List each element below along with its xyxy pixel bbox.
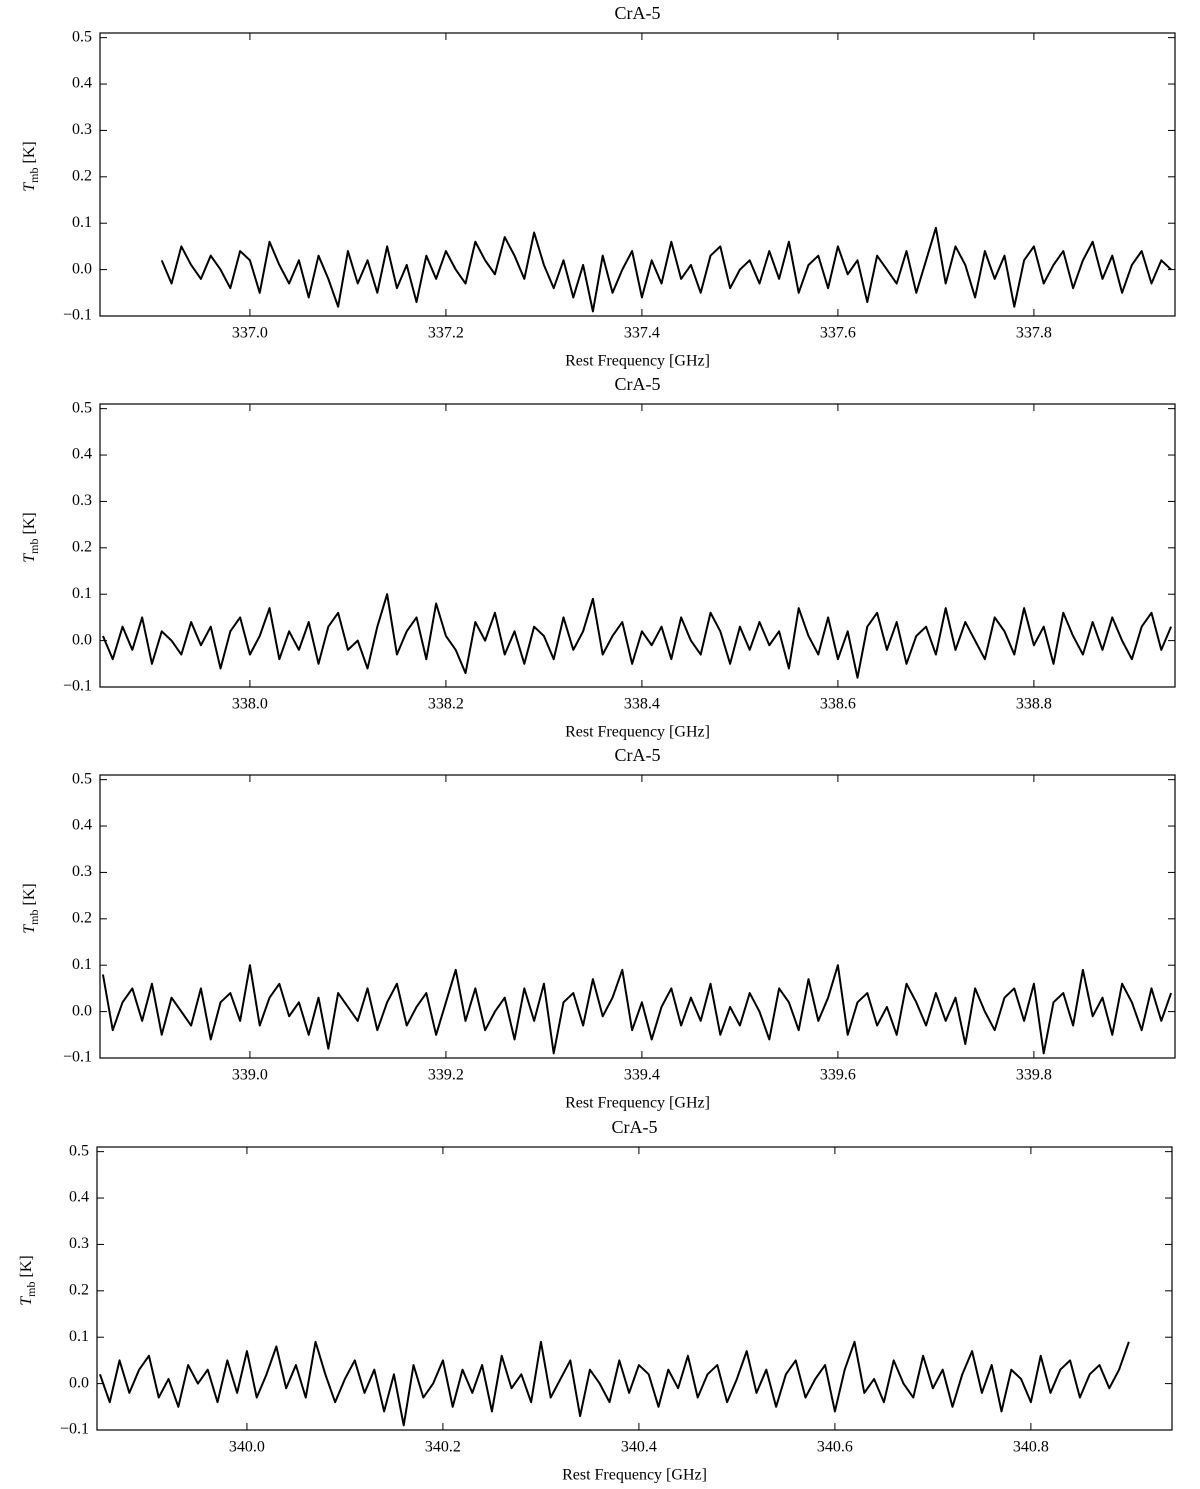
y-tick-label: 0.1 <box>69 1328 89 1345</box>
y-label-unit: [K] <box>21 141 38 163</box>
y-tick-label: 0.4 <box>69 1189 89 1206</box>
subplot: CrA-5 340.0 340.2 340.4 340.6 340.8 −0.1 0.0 0.1… <box>18 1117 1173 1484</box>
y-label-unit: [K] <box>18 1255 35 1277</box>
y-tick-label: 0.1 <box>72 956 92 973</box>
y-tick-label: 0.5 <box>69 1142 89 1159</box>
x-tick-label: 339.4 <box>624 1067 660 1084</box>
x-tick-label: 340.2 <box>425 1439 461 1456</box>
x-tick-label: 338.6 <box>820 696 856 713</box>
y-label-symbol: T <box>21 182 38 192</box>
y-tick-label: 0.2 <box>72 909 92 926</box>
spectrum-line <box>160 226 1172 313</box>
y-tick-label: 0.5 <box>72 28 92 45</box>
y-tick-label: 0.0 <box>72 631 92 648</box>
plot-area <box>160 226 1172 313</box>
y-label-symbol: T <box>18 1296 35 1306</box>
subplot-title: CrA-5 <box>615 745 661 765</box>
y-tick-label: 0.3 <box>69 1235 89 1252</box>
y-tick-label: 0.1 <box>72 214 92 231</box>
spectrum-line <box>102 593 1173 679</box>
y-axis-label: Tmb [K] <box>21 512 41 562</box>
x-tick-label: 338.2 <box>428 696 464 713</box>
x-tick-label: 340.0 <box>229 1439 265 1456</box>
subplot-title: CrA-5 <box>615 374 661 394</box>
y-tick-label: 0.1 <box>72 585 92 602</box>
x-axis-label: Rest Frequency [GHz] <box>565 353 710 370</box>
plot-area <box>98 1340 1130 1427</box>
x-tick-label: 340.8 <box>1013 1439 1049 1456</box>
subplot-title: CrA-5 <box>612 1117 658 1137</box>
y-tick-label: 0.0 <box>72 260 92 277</box>
y-tick-label: 0.3 <box>72 863 92 880</box>
x-tick-label: 340.6 <box>817 1439 853 1456</box>
x-tick-label: 338.0 <box>232 696 268 713</box>
spectrum-line <box>101 964 1173 1055</box>
x-tick-label: 337.2 <box>428 325 464 342</box>
x-tick-label: 337.6 <box>820 325 856 342</box>
plot-area <box>101 964 1173 1055</box>
axes-frame <box>99 403 1176 688</box>
x-tick-label: 340.4 <box>621 1439 657 1456</box>
y-tick-label: −0.1 <box>63 1049 92 1066</box>
x-tick-label: 338.8 <box>1016 696 1052 713</box>
y-label-unit: [K] <box>21 883 38 905</box>
x-tick-label: 339.0 <box>232 1067 268 1084</box>
y-tick-label: 0.4 <box>72 75 92 92</box>
y-label-subscript: mb <box>27 909 41 924</box>
spectrum-line <box>98 1340 1130 1427</box>
subplot-title: CrA-5 <box>615 3 661 23</box>
subplot: CrA-5 337.0 337.2 337.4 337.6 337.8 −0.1 0.0 0.1… <box>21 3 1176 370</box>
y-tick-label: 0.4 <box>72 817 92 834</box>
y-label-subscript: mb <box>27 538 41 553</box>
y-label-subscript: mb <box>24 1281 38 1296</box>
y-tick-label: 0.4 <box>72 446 92 463</box>
x-tick-label: 339.8 <box>1016 1067 1052 1084</box>
axes-frame <box>99 774 1176 1059</box>
y-tick-label: 0.2 <box>69 1281 89 1298</box>
x-tick-label: 338.4 <box>624 696 660 713</box>
y-axis-label: Tmb [K] <box>21 141 41 191</box>
y-label-subscript: mb <box>27 167 41 182</box>
y-label-symbol: T <box>21 924 38 934</box>
x-tick-label: 337.0 <box>232 325 268 342</box>
plot-area <box>102 593 1173 679</box>
axes-frame <box>99 32 1176 317</box>
y-tick-label: 0.3 <box>72 121 92 138</box>
y-tick-label: 0.5 <box>72 399 92 416</box>
y-tick-label: 0.0 <box>72 1002 92 1019</box>
y-label-unit: [K] <box>21 512 38 534</box>
x-tick-label: 339.6 <box>820 1067 856 1084</box>
x-tick-label: 339.2 <box>428 1067 464 1084</box>
axes-frame <box>96 1146 1173 1431</box>
y-tick-label: −0.1 <box>63 307 92 324</box>
x-axis-label: Rest Frequency [GHz] <box>565 724 710 741</box>
y-axis-label: Tmb [K] <box>18 1255 38 1305</box>
y-tick-label: 0.2 <box>72 538 92 555</box>
x-axis-label: Rest Frequency [GHz] <box>565 1095 710 1112</box>
x-tick-label: 337.8 <box>1016 325 1052 342</box>
x-tick-label: 337.4 <box>624 325 660 342</box>
y-axis-label: Tmb [K] <box>21 883 41 933</box>
y-tick-label: −0.1 <box>60 1421 89 1438</box>
y-tick-label: 0.3 <box>72 492 92 509</box>
subplot: CrA-5 338.0 338.2 338.4 338.6 338.8 −0.1 0.0 0.1… <box>21 374 1176 741</box>
y-tick-label: 0.2 <box>72 167 92 184</box>
y-tick-label: 0.0 <box>69 1374 89 1391</box>
y-tick-label: 0.5 <box>72 770 92 787</box>
y-label-symbol: T <box>21 553 38 563</box>
y-tick-label: −0.1 <box>63 678 92 695</box>
subplot: CrA-5 339.0 339.2 339.4 339.6 339.8 −0.1 0.0 0.1… <box>21 745 1176 1112</box>
x-axis-label: Rest Frequency [GHz] <box>562 1467 707 1484</box>
